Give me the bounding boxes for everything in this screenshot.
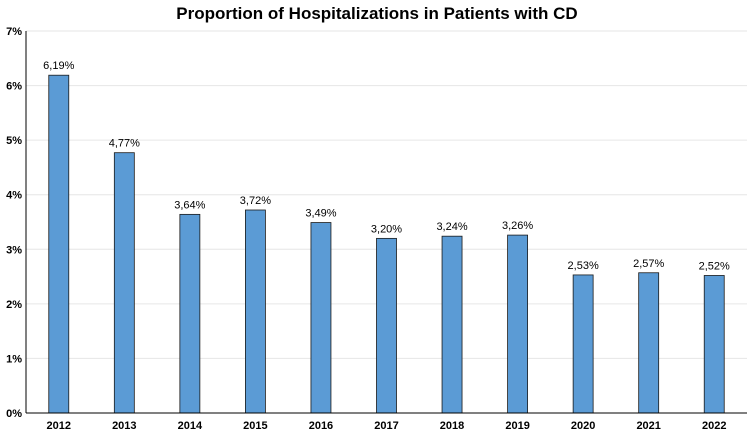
y-tick-label: 5% — [6, 135, 22, 147]
x-tick-label: 2019 — [505, 420, 529, 432]
x-axis: 2012 2013 2014 2015 2016 2017 2018 2019 2020 2021… — [26, 412, 747, 432]
data-label: 2,52% — [699, 260, 730, 272]
data-label: 3,26% — [502, 220, 533, 232]
bar-2016 — [310, 222, 332, 414]
x-tick-label: 2017 — [374, 420, 398, 432]
bar-2013 — [113, 152, 135, 414]
bar-2021 — [638, 272, 660, 414]
y-tick-label: 6% — [6, 81, 22, 93]
x-tick-label: 2022 — [702, 420, 726, 432]
data-label: 3,72% — [240, 195, 271, 207]
y-tick-label: 3% — [6, 244, 22, 256]
y-tick-label: 0% — [6, 408, 22, 420]
x-tick-label: 2016 — [309, 420, 333, 432]
y-axis: 0% 1% 2% 3% 4% 5% 6% 7% — [6, 26, 27, 420]
y-tick-label: 7% — [6, 26, 22, 38]
data-label: 3,24% — [436, 221, 467, 233]
data-label: 3,49% — [305, 208, 336, 220]
data-label: 3,20% — [371, 223, 402, 235]
data-label: 2,57% — [633, 258, 664, 270]
data-label: 3,64% — [174, 199, 205, 211]
x-tick-label: 2020 — [571, 420, 595, 432]
x-tick-label: 2012 — [47, 420, 71, 432]
bar-2022 — [703, 275, 725, 414]
bar-2017 — [376, 237, 397, 414]
bar-2020 — [572, 274, 594, 414]
bars — [48, 74, 725, 414]
bar-2019 — [507, 234, 528, 414]
data-labels: 6,19% 4,77% 3,64% 3,72% 3,49% 3,20% 3,24% 3,26%… — [43, 60, 730, 272]
x-tick-label: 2018 — [440, 420, 464, 432]
data-label: 6,19% — [43, 60, 74, 72]
bar-2014 — [179, 213, 201, 414]
chart-title: Proportion of Hospitalizations in Patien… — [176, 4, 577, 23]
x-tick-label: 2015 — [243, 420, 267, 432]
data-label: 2,53% — [568, 260, 599, 272]
bar-2018 — [441, 235, 463, 414]
bar-2015 — [245, 209, 266, 414]
x-tick-label: 2013 — [112, 420, 136, 432]
y-tick-label: 1% — [6, 353, 22, 365]
data-label: 4,77% — [109, 138, 140, 150]
x-tick-label: 2014 — [178, 420, 203, 432]
bar-2012 — [48, 74, 70, 414]
y-tick-label: 4% — [6, 190, 22, 202]
x-tick-label: 2021 — [636, 420, 660, 432]
y-tick-label: 2% — [6, 299, 22, 311]
